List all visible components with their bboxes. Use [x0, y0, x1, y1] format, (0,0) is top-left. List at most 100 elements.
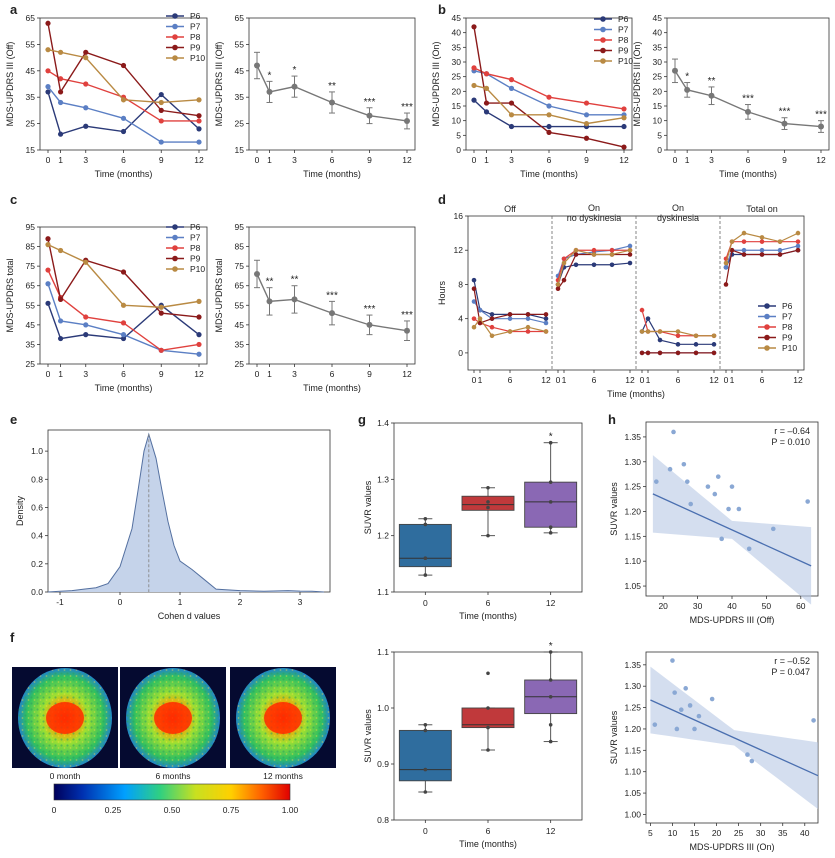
- data-point: [525, 324, 531, 330]
- data-point: [683, 686, 688, 691]
- data-point: [573, 252, 579, 257]
- data-point: [609, 247, 615, 253]
- legend-marker: [172, 266, 178, 272]
- data-point: [196, 126, 202, 132]
- y-axis-label: SUVR values: [363, 480, 373, 534]
- chart-c1: 25 35 45 55 65 75 85 95 MDS-UPDRS total Time (mon…: [5, 222, 208, 393]
- x-tick-label: 0: [255, 369, 260, 379]
- x-tick-label: 1: [478, 375, 483, 385]
- x-tick-label: 9: [782, 155, 787, 165]
- chart-a1: 15 25 35 45 55 65 MDS-UPDRS III (Off) Time (mon…: [5, 11, 208, 179]
- x-tick-label: 6: [330, 155, 335, 165]
- y-tick-label: 55: [26, 39, 36, 49]
- data-point: [770, 526, 776, 532]
- y-tick-label: 1.0: [31, 446, 43, 456]
- data-point: [711, 350, 717, 356]
- data-point: [759, 239, 765, 244]
- panel-label-e: e: [10, 412, 17, 427]
- significance-label: ***: [401, 102, 413, 113]
- data-point: [795, 239, 801, 244]
- data-point: [471, 299, 477, 304]
- y-axis-label: MDS-UPDRS total: [5, 258, 15, 332]
- data-point: [548, 723, 553, 727]
- legend-entry: P10: [618, 56, 633, 66]
- data-point: [508, 85, 515, 91]
- data-point: [486, 725, 490, 730]
- y-tick-label: 25: [235, 359, 245, 369]
- data-point: [291, 296, 298, 303]
- data-point: [120, 97, 127, 103]
- x-tick-label: 0: [724, 375, 729, 385]
- legend-entry: P7: [782, 312, 793, 322]
- legend-entry: P9: [782, 333, 793, 343]
- segment-title: Total on: [746, 204, 778, 214]
- data-point: [639, 350, 645, 356]
- x-tick-label: -1: [56, 597, 64, 607]
- data-point: [654, 479, 659, 484]
- y-tick-label: 4: [458, 314, 463, 324]
- data-point: [674, 726, 680, 732]
- x-axis-label: Time (months): [459, 839, 517, 849]
- data-point: [404, 327, 410, 334]
- data-point: [759, 247, 765, 253]
- data-point: [705, 484, 711, 489]
- data-point: [652, 722, 658, 727]
- x-tick-label: 60: [796, 601, 806, 611]
- y-axis-label: Density: [15, 495, 25, 526]
- data-point: [45, 236, 51, 242]
- striatum-hotspot: [154, 702, 192, 734]
- legend-marker: [172, 55, 178, 61]
- x-tick-label: 3: [292, 155, 297, 165]
- data-point: [525, 316, 531, 321]
- x-tick-label: 40: [800, 828, 810, 838]
- data-point: [486, 706, 490, 710]
- colorbar: [53, 783, 291, 801]
- y-tick-label: 1.3: [377, 474, 389, 484]
- y-tick-label: 8: [458, 279, 463, 289]
- legend-entry: P7: [190, 233, 201, 243]
- data-point: [777, 247, 783, 253]
- x-axis-label: Time (months): [719, 169, 777, 179]
- legend-entry: P10: [782, 343, 797, 353]
- y-tick-label: 65: [26, 13, 36, 23]
- data-point: [57, 335, 64, 342]
- y-tick-label: 5: [456, 130, 461, 140]
- data-point: [692, 726, 697, 732]
- data-point: [548, 500, 553, 504]
- data-point: [627, 260, 633, 266]
- y-tick-label: 55: [235, 39, 245, 49]
- y-tick-label: 1.2: [377, 531, 389, 541]
- x-tick-label: 9: [159, 155, 164, 165]
- data-point: [471, 97, 477, 103]
- data-point: [583, 121, 590, 127]
- x-tick-label: 0: [472, 155, 477, 165]
- y-tick-label: 95: [235, 222, 245, 232]
- r-value: r = –0.64: [774, 426, 810, 436]
- x-tick-label: 12: [793, 375, 803, 385]
- box: [398, 729, 452, 782]
- data-point: [158, 99, 164, 106]
- data-point: [196, 97, 202, 103]
- legend-marker: [600, 47, 606, 54]
- x-tick-label: 6: [508, 375, 513, 385]
- data-point: [483, 85, 490, 91]
- y-tick-label: 65: [26, 281, 36, 291]
- data-point: [621, 144, 627, 150]
- data-point: [83, 49, 89, 55]
- data-point: [745, 752, 750, 757]
- significance-label: ***: [326, 290, 338, 301]
- y-tick-label: 1.35: [624, 660, 641, 670]
- data-point: [678, 707, 684, 713]
- y-axis-label: MDS-UPDRS III (On): [632, 41, 642, 126]
- legend-marker: [172, 224, 178, 230]
- x-axis-label: Time (months): [520, 169, 578, 179]
- data-point: [723, 282, 729, 287]
- x-tick-label: 25: [734, 828, 744, 838]
- data-point: [196, 139, 202, 145]
- data-point: [471, 277, 477, 283]
- y-axis-label: SUVR values: [609, 482, 619, 536]
- x-tick-label: 10: [668, 828, 678, 838]
